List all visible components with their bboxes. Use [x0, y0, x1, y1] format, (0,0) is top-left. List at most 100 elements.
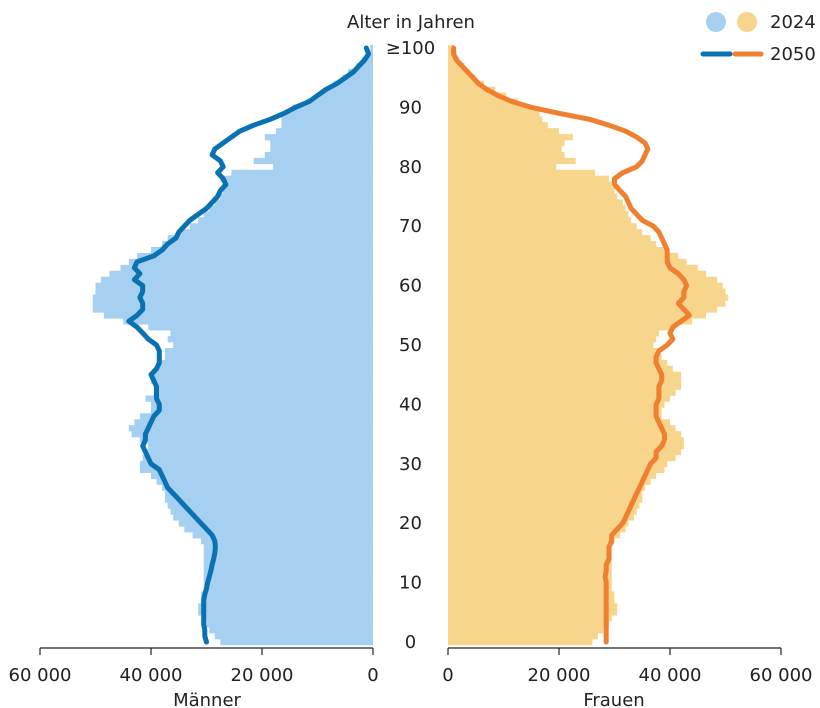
bar-women-age-34 — [448, 437, 684, 444]
panel-label-men: Männer — [173, 690, 241, 708]
bar-men-age-0 — [220, 639, 373, 646]
bar-men-age-29 — [139, 466, 373, 474]
bar-men-age-71 — [198, 217, 373, 224]
bar-women-age-12 — [448, 567, 612, 574]
bar-men-age-68 — [167, 235, 373, 242]
bar-men-age-33 — [148, 443, 373, 450]
bar-men-age-19 — [184, 526, 373, 533]
bar-women-age-85 — [448, 134, 573, 141]
bar-women-age-15 — [448, 549, 612, 557]
bar-women-age-28 — [448, 472, 657, 479]
bar-women-age-45 — [448, 371, 682, 378]
bar-men-age-58 — [92, 294, 373, 301]
bar-men-age-1 — [214, 633, 373, 640]
age-tick-40: 40 — [399, 394, 422, 415]
bar-men-age-16 — [203, 543, 373, 551]
bar-men-age-70 — [189, 223, 373, 230]
bar-men-age-5 — [198, 609, 373, 616]
bar-men-age-8 — [200, 591, 373, 598]
bar-men-age-25 — [164, 490, 373, 497]
bar-women-age-9 — [448, 585, 612, 592]
bar-men-age-91 — [306, 98, 373, 105]
bar-women-age-3 — [448, 621, 609, 628]
bar-women-age-7 — [448, 597, 615, 604]
bar-women-age-27 — [448, 478, 651, 485]
bar-women-age-21 — [448, 514, 634, 521]
bar-men-age-75 — [220, 193, 373, 200]
age-axis: 0 10 20 30 40 50 60 70 80 90 ≥100 — [386, 38, 435, 653]
bar-men-age-39 — [151, 407, 373, 414]
bar-women-age-69 — [448, 229, 643, 236]
bar-men-age-85 — [264, 134, 373, 141]
bar-women-age-68 — [448, 235, 651, 242]
bar-men-age-72 — [203, 211, 373, 218]
bar-women-age-59 — [448, 288, 726, 295]
bar-men-age-32 — [145, 448, 373, 456]
bar-women-age-14 — [448, 555, 612, 563]
bar-women-age-77 — [448, 181, 612, 188]
bar-women-age-86 — [448, 128, 559, 135]
bar-women-age-92 — [448, 92, 507, 99]
bar-women-age-39 — [448, 407, 662, 414]
bar-men-age-93 — [325, 86, 373, 93]
bar-women-age-55 — [448, 312, 707, 319]
panel-label-women: Frauen — [583, 690, 644, 708]
bar-women-age-5 — [448, 609, 618, 616]
bar-women-age-90 — [448, 104, 532, 111]
bar-women-age-57 — [448, 300, 726, 307]
bar-men-age-60 — [95, 282, 373, 289]
bar-men-age-41 — [145, 395, 373, 402]
line-men-2050 — [126, 45, 372, 645]
bar-men-age-23 — [167, 502, 373, 509]
bar-women-age-19 — [448, 526, 626, 533]
bar-men-age-86 — [275, 128, 373, 135]
age-tick-10: 10 — [399, 573, 422, 594]
bar-men-age-51 — [167, 336, 373, 343]
x-axis-right: 0 20 000 40 000 60 000 Frauen — [442, 647, 812, 708]
bar-women-age-49 — [448, 347, 659, 355]
legend-swatch-2024-women — [737, 12, 757, 32]
bar-men-age-11 — [203, 573, 373, 580]
bar-men-age-65 — [137, 252, 373, 260]
bar-women-age-23 — [448, 502, 640, 509]
bar-men-age-59 — [95, 288, 373, 295]
bar-men-age-52 — [170, 330, 373, 337]
bar-men-age-64 — [128, 258, 373, 266]
x-tick-left-0: 60 000 — [9, 665, 72, 686]
bar-men-age-46 — [156, 365, 373, 373]
bar-men-age-97 — [356, 62, 373, 70]
age-tick-80: 80 — [399, 157, 422, 178]
bar-women-age-26 — [448, 484, 646, 491]
bar-men-age-83 — [270, 146, 373, 153]
bar-women-age-40 — [448, 401, 665, 408]
bar-women-age-75 — [448, 193, 618, 200]
age-tick-30: 30 — [399, 454, 422, 475]
bar-men-age-74 — [214, 199, 373, 206]
bar-women-age-47 — [448, 359, 668, 367]
bar-men-age-66 — [151, 246, 373, 254]
bar-men-age-15 — [203, 549, 373, 557]
bar-men-age-57 — [92, 300, 373, 307]
bar-men-age-24 — [164, 496, 373, 503]
bar-women-age-74 — [448, 199, 623, 206]
bar-men-age-36 — [128, 425, 373, 432]
bar-men-age-43 — [153, 383, 373, 390]
bar-men-age-95 — [342, 74, 373, 81]
bar-women-age-87 — [448, 122, 548, 129]
bar-men-age-40 — [151, 401, 373, 408]
bar-men-age-3 — [206, 621, 373, 628]
legend-swatch-2024-men — [706, 12, 726, 32]
bar-women-age-54 — [448, 318, 693, 325]
bar-women-age-98 — [448, 56, 460, 64]
bar-women-age-80 — [448, 163, 557, 171]
bar-men-age-22 — [170, 508, 373, 515]
bar-women-age-32 — [448, 448, 682, 456]
bar-men-age-77 — [225, 181, 373, 188]
bar-men-age-82 — [264, 151, 373, 159]
bar-men-age-100 — [370, 45, 373, 52]
bar-women-age-10 — [448, 579, 612, 586]
age-tick-0: 0 — [405, 632, 416, 653]
bar-women-age-11 — [448, 573, 612, 580]
x-tick-right-1: 20 000 — [528, 665, 591, 686]
